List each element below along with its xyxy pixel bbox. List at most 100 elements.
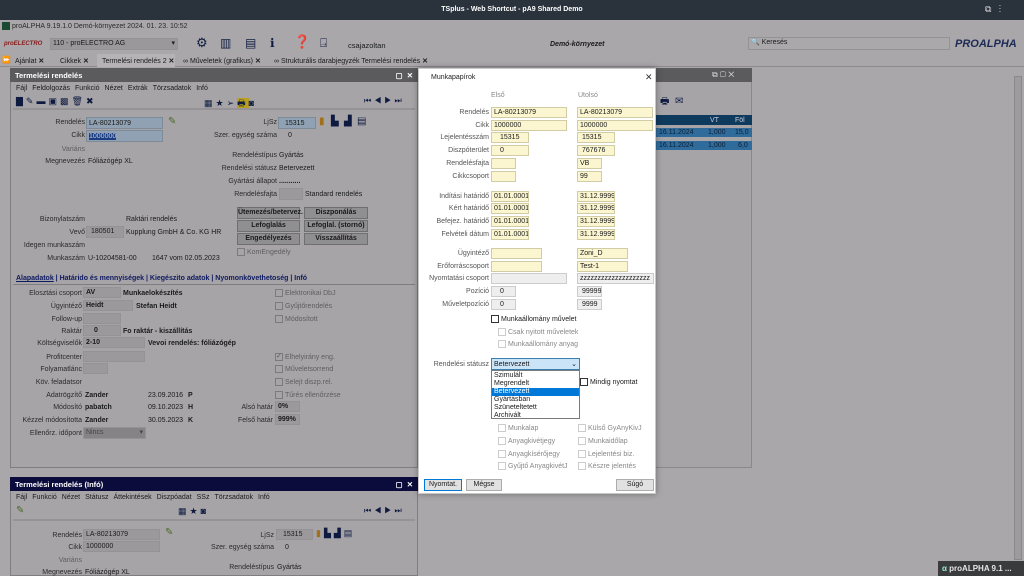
- panel-controls[interactable]: ▢ ✕: [395, 480, 413, 489]
- close-icon[interactable]: ✕: [645, 72, 653, 82]
- help-button[interactable]: Súgó: [616, 479, 654, 491]
- dialog-last-input[interactable]: Test-1: [577, 261, 628, 272]
- diszponalas-button[interactable]: Diszponálás: [304, 207, 368, 219]
- dialog-last-input[interactable]: 1000000: [577, 120, 653, 131]
- folyamat-input[interactable]: [83, 363, 108, 374]
- menu-statusz[interactable]: Státusz: [85, 494, 109, 501]
- lefoglal-storno-button[interactable]: Lefoglal. (stornó): [304, 220, 368, 232]
- panel-controls[interactable]: ▢ ✕: [395, 71, 413, 80]
- doc-munkaidolap-checkbox[interactable]: [578, 437, 586, 445]
- doc-kulso-checkbox[interactable]: [578, 424, 586, 432]
- print-icon[interactable]: 🖶: [660, 96, 670, 107]
- grid-layout-icon[interactable]: ▤: [245, 36, 257, 50]
- dialog-last-input[interactable]: Zoni_D: [577, 248, 628, 259]
- archive-icon[interactable]: ◙: [248, 98, 258, 108]
- status-option[interactable]: Archivált: [494, 412, 521, 419]
- dialog-first-input[interactable]: 01.01.0001: [491, 191, 529, 202]
- background-panel-controls[interactable]: ⧉ ▢ ✕: [712, 70, 735, 79]
- subtab-kiegeszito[interactable]: Kiegészito adatok: [149, 275, 210, 282]
- doc-munkalap-checkbox[interactable]: [498, 424, 506, 432]
- dialog-last-input[interactable]: 9999: [577, 299, 602, 310]
- new-icon[interactable]: ▇: [16, 96, 26, 106]
- dialog-first-input[interactable]: 01.01.0001: [491, 203, 529, 214]
- profit-input[interactable]: [83, 351, 145, 362]
- dialog-last-input[interactable]: 31.12.9999: [577, 191, 615, 202]
- ellenorz-select[interactable]: Nincs ▾: [83, 427, 146, 439]
- munkaallomany-checkbox[interactable]: [491, 315, 499, 323]
- dialog-last-input[interactable]: 999999: [577, 286, 602, 297]
- cikk-input[interactable]: 1000000: [86, 130, 163, 142]
- ljsz-value[interactable]: 15315: [276, 529, 313, 540]
- check-gyujtorendeles[interactable]: [275, 302, 283, 310]
- ljsz-input[interactable]: 15315: [278, 117, 316, 129]
- menu-info[interactable]: Infó: [258, 494, 270, 501]
- menu-torzsadatok[interactable]: Törzsadatok: [152, 85, 192, 92]
- table-row[interactable]: 16.11.2024 1,000 15,0: [656, 128, 752, 137]
- edit-icon[interactable]: ✎: [16, 505, 25, 516]
- menu-fajl[interactable]: Fájl: [16, 494, 28, 501]
- archive-icon[interactable]: ◙: [200, 506, 210, 516]
- subtab-nyomonkovethetoseg[interactable]: Nyomonkövethetoség: [215, 275, 289, 282]
- status-option[interactable]: Szimulált: [494, 372, 523, 379]
- window-buttons[interactable]: ⧉ ⋮: [985, 4, 1002, 14]
- dialog-first-input[interactable]: 01.01.0001: [491, 216, 529, 227]
- dialog-last-input[interactable]: 31.12.9999: [577, 216, 615, 227]
- star-icon[interactable]: ★: [189, 506, 201, 516]
- delete-icon[interactable]: 🗑: [71, 96, 86, 106]
- menu-feldolgozas[interactable]: Feldolgozás: [32, 85, 71, 92]
- dialog-last-input[interactable]: 15315: [577, 132, 615, 143]
- tab-strukturalis-darabjegyzek[interactable]: ∞ Strukturális darabjegyzék Termelési re…: [274, 58, 428, 65]
- check-muveletsorrend[interactable]: [275, 365, 283, 373]
- mail-icon[interactable]: ✉: [675, 96, 684, 107]
- open-icon[interactable]: ▬: [36, 96, 49, 106]
- send-icon[interactable]: ➢: [226, 98, 238, 108]
- menu-ssz[interactable]: SSz: [196, 494, 210, 501]
- record-navigation[interactable]: ⏮◀▶⏭: [364, 506, 405, 515]
- dialog-last-input[interactable]: 767676: [577, 145, 615, 156]
- status-select[interactable]: Betervezett ⌄: [491, 358, 580, 370]
- col-header-fol[interactable]: Föl: [735, 117, 745, 124]
- menu-nezet[interactable]: Nézet: [61, 494, 81, 501]
- raktar-code[interactable]: 0: [83, 325, 121, 336]
- utemezes-button[interactable]: Ütemezés/betervez.: [237, 207, 303, 219]
- dialog-first-input[interactable]: 01.01.0001: [491, 229, 529, 240]
- right-scrollbar[interactable]: [1014, 76, 1022, 560]
- check-tures[interactable]: [275, 391, 283, 399]
- subtab-info[interactable]: Infó: [294, 275, 308, 282]
- print-icon[interactable]: 🖶: [237, 98, 249, 108]
- help-icon[interactable]: ❓: [294, 34, 311, 49]
- table-row[interactable]: 16.11.2024 1,000 6,0: [656, 141, 752, 150]
- dialog-first-input[interactable]: 1000000: [491, 120, 567, 131]
- calendar-icon[interactable]: ▦: [178, 506, 190, 516]
- settings-icon[interactable]: ⚙: [196, 35, 208, 50]
- followup-input[interactable]: [83, 313, 121, 324]
- tab-termelesi-rendeles-2[interactable]: Termelési rendelés 2 ✕: [97, 54, 175, 67]
- status-option[interactable]: Megrendelt: [494, 380, 530, 387]
- close-icon[interactable]: ✖: [85, 96, 97, 106]
- calendar-icon[interactable]: ▦: [204, 98, 216, 108]
- menu-funkcio[interactable]: Funkció: [75, 85, 100, 92]
- panel-layout-icon[interactable]: ▥: [220, 36, 232, 50]
- doc-keszre-checkbox[interactable]: [578, 462, 586, 470]
- col-header-vt[interactable]: VT: [710, 117, 719, 124]
- lefoglalas-button[interactable]: Lefoglalás: [237, 220, 300, 232]
- csak-nyitott-checkbox[interactable]: [498, 328, 506, 336]
- dialog-first-input[interactable]: 0: [491, 145, 529, 156]
- file-icon[interactable]: ▤: [357, 116, 367, 127]
- company-select[interactable]: 110 - proELECTRO AG ▾: [50, 38, 178, 50]
- komengedely-checkbox[interactable]: [237, 248, 245, 256]
- dialog-first-input[interactable]: [491, 158, 516, 169]
- dialog-first-input[interactable]: 0: [491, 286, 516, 297]
- doc-lejelentesi-checkbox[interactable]: [578, 450, 586, 458]
- fajta-box[interactable]: [279, 188, 303, 200]
- copy-icon[interactable]: ▩: [59, 96, 72, 106]
- edit-icon[interactable]: ✎: [25, 96, 37, 106]
- print-button[interactable]: Nyomtat.: [424, 479, 462, 491]
- record-icons[interactable]: ▮▙▟▤: [316, 528, 355, 539]
- edit-order-icon[interactable]: ✎: [165, 527, 174, 538]
- dialog-last-input[interactable]: 31.12.9999: [577, 229, 615, 240]
- elosztasi-code[interactable]: AV: [83, 287, 121, 298]
- dialog-first-input[interactable]: [491, 261, 542, 272]
- rendeles-value[interactable]: LA-80213079: [83, 529, 160, 540]
- menu-nezet[interactable]: Nézet: [104, 85, 123, 92]
